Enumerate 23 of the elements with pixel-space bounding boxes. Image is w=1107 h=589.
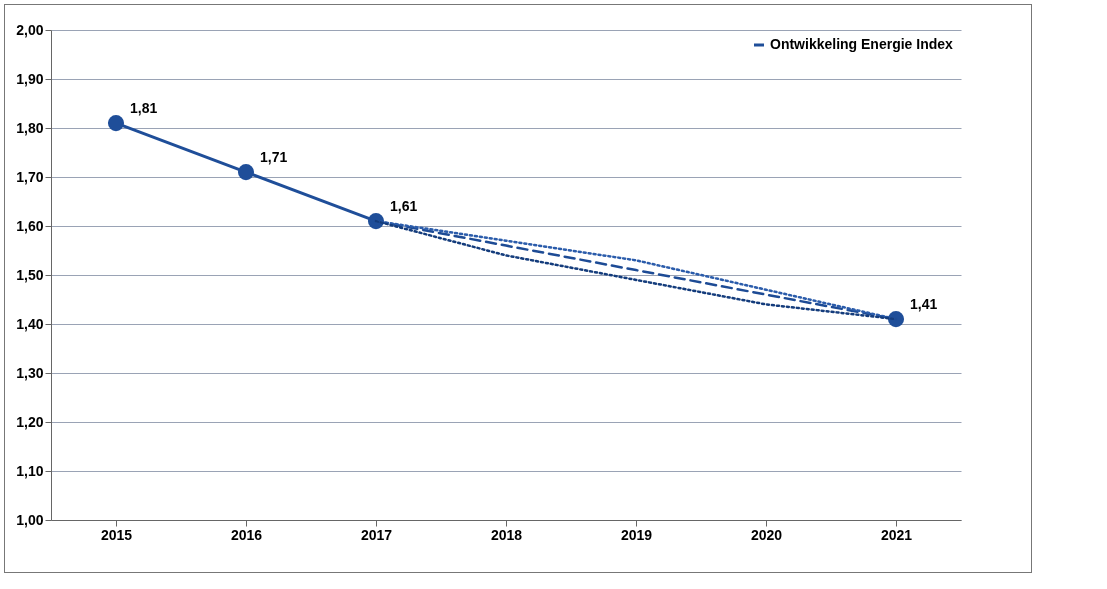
x-tick-label: 2021 — [880, 526, 913, 543]
y-tick-label: 1,50 — [16, 266, 44, 283]
y-tick-label: 1,70 — [16, 168, 44, 185]
y-tick-label: 1,80 — [16, 119, 44, 136]
y-tick-label: 1,30 — [16, 364, 44, 381]
x-tick-label: 2020 — [750, 526, 783, 543]
data-label: 1,61 — [390, 198, 418, 215]
y-tick-label: 1,40 — [16, 315, 44, 332]
y-tick-label: 1,00 — [16, 511, 44, 528]
data-label: 1,81 — [130, 100, 158, 117]
y-tick-label: 2,00 — [16, 21, 44, 38]
data-label: 1,71 — [260, 149, 288, 166]
x-tick-label: 2016 — [230, 526, 263, 543]
x-tick-label: 2015 — [100, 526, 133, 543]
x-tick-label: 2017 — [360, 526, 393, 543]
y-tick-label: 1,20 — [16, 413, 44, 430]
y-tick-label: 1,60 — [16, 217, 44, 234]
legend-label: Ontwikkeling Energie Index — [770, 36, 954, 52]
y-tick-label: 1,10 — [16, 462, 44, 479]
data-label: 1,41 — [910, 296, 938, 313]
x-tick-label: 2019 — [620, 526, 653, 543]
x-tick-label: 2018 — [490, 526, 523, 543]
y-tick-label: 1,90 — [16, 70, 44, 87]
